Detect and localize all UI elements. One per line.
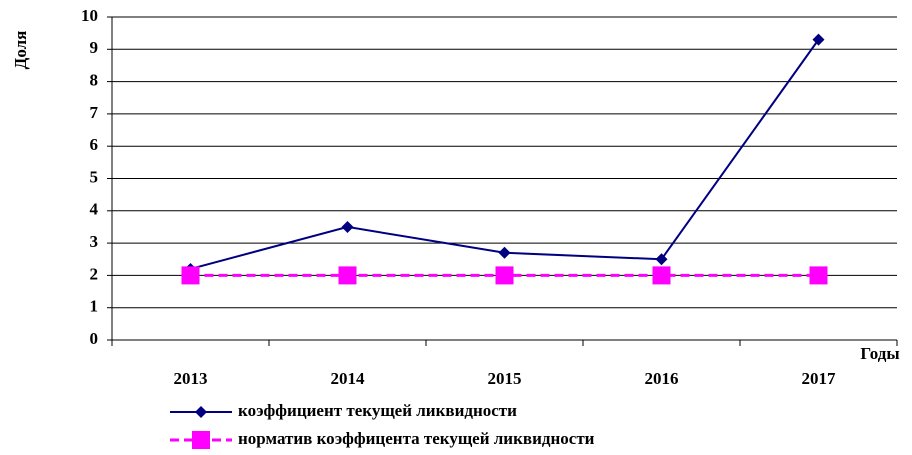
y-tick-label: 7: [90, 103, 99, 122]
y-tick-label: 5: [90, 167, 99, 186]
y-tick-label: 3: [90, 232, 99, 251]
point: [338, 266, 357, 285]
point: [341, 220, 354, 233]
point: [812, 33, 825, 46]
x-tick-label: 2016: [645, 369, 679, 388]
legend-marker: [195, 406, 207, 418]
y-tick-label: 2: [90, 264, 99, 283]
point: [655, 253, 668, 266]
x-tick-label: 2014: [331, 369, 366, 388]
series-line: [190, 39, 820, 270]
y-tick-label: 8: [90, 71, 99, 90]
legend-label: норматив коэффицента текущей ликвидности: [238, 429, 595, 448]
y-tick-label: 9: [90, 38, 99, 57]
y-tick-label: 6: [90, 135, 99, 154]
x-tick-label: 2017: [802, 369, 837, 388]
point: [652, 266, 671, 285]
y-tick-label: 10: [81, 6, 98, 25]
y-axis-label: Доля: [11, 31, 30, 70]
point: [495, 266, 514, 285]
x-tick-label: 2015: [488, 369, 522, 388]
y-tick-label: 4: [90, 200, 99, 219]
point: [809, 266, 828, 285]
x-tick-label: 2013: [174, 369, 208, 388]
x-axis-label: Годы: [860, 344, 899, 363]
legend-marker: [192, 431, 210, 449]
y-tick-label: 1: [90, 297, 99, 316]
legend-label: коэффициент текущей ликвидности: [238, 401, 517, 420]
y-tick-label: 0: [90, 329, 99, 348]
point: [181, 266, 200, 285]
point: [498, 246, 511, 259]
